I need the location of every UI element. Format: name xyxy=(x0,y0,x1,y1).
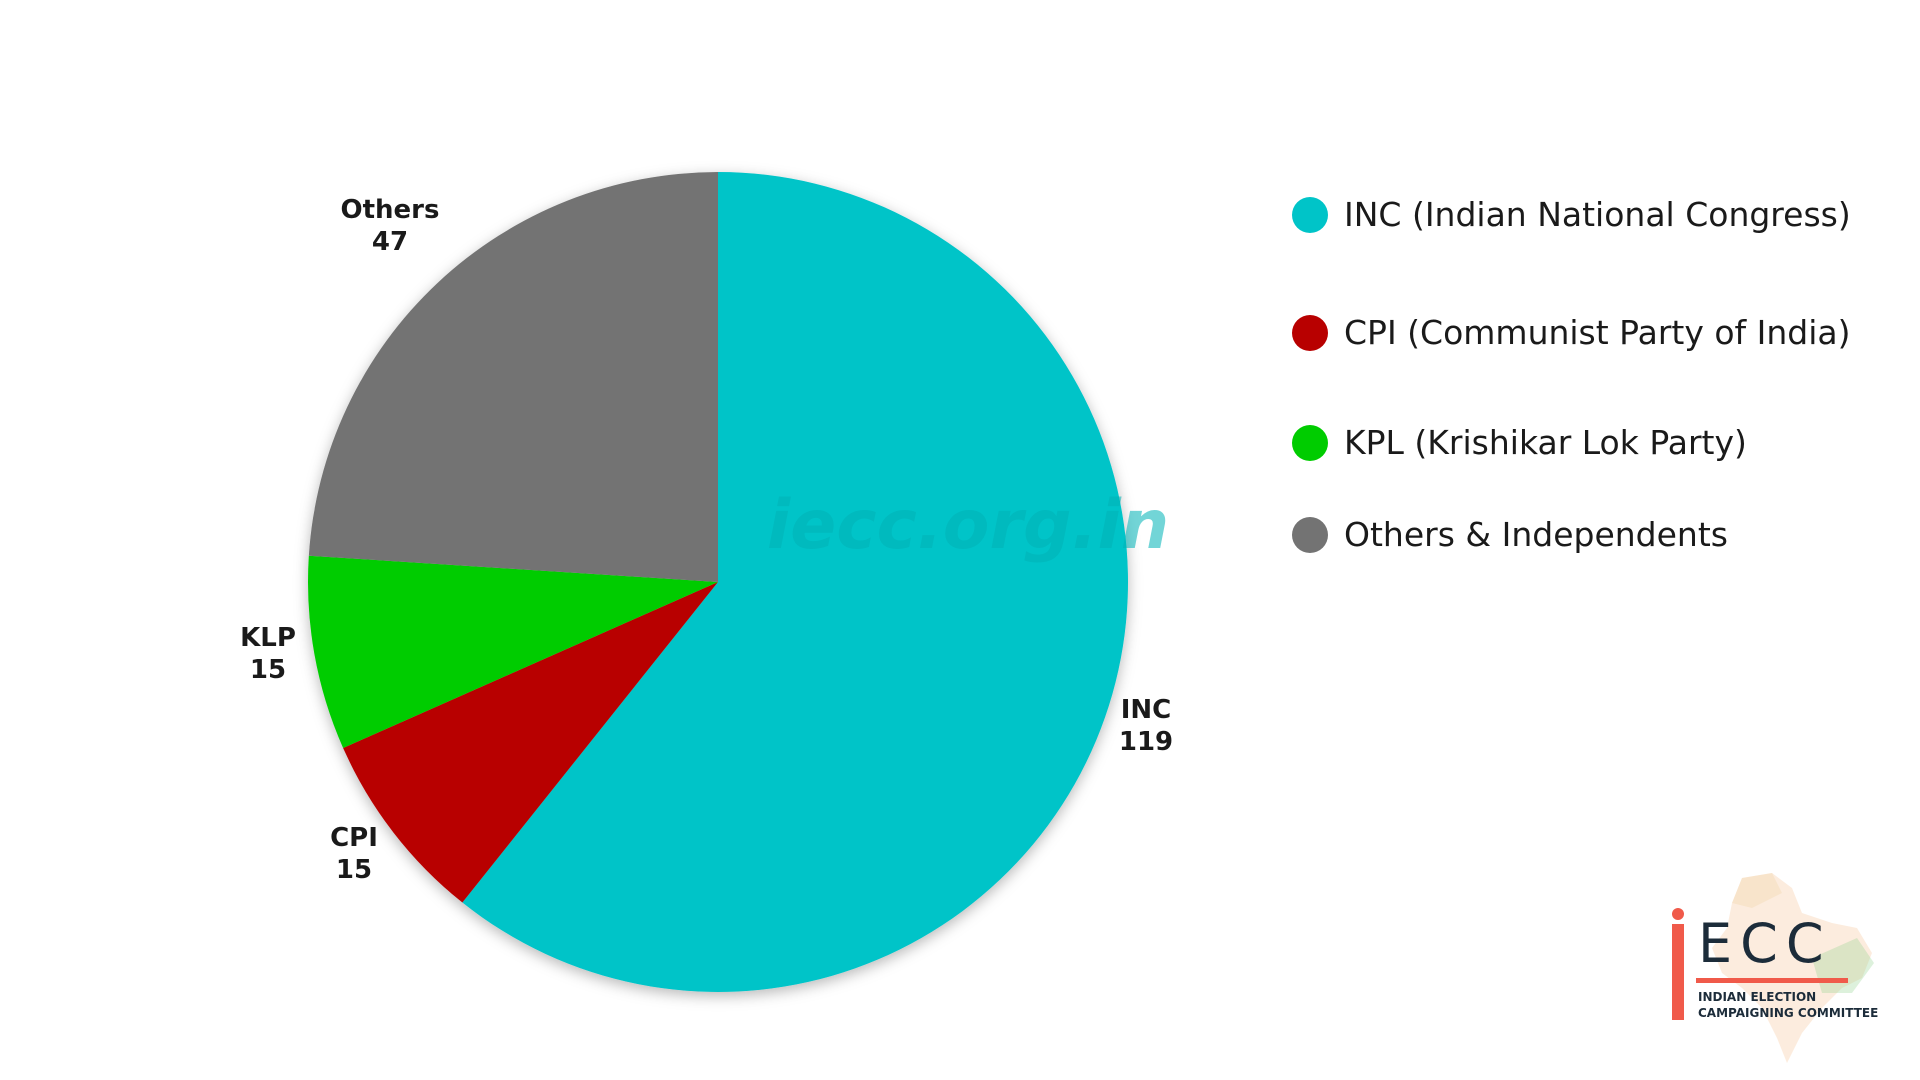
logo-line-1: INDIAN ELECTION xyxy=(1698,990,1817,1004)
legend-item-inc: INC (Indian National Congress) xyxy=(1292,195,1851,234)
slice-value-inc: 119 xyxy=(1119,727,1173,757)
slice-label-others: Others xyxy=(341,195,440,225)
pie-slice-inc xyxy=(462,172,1129,993)
logo-i-dot xyxy=(1672,908,1684,920)
slice-value-klp: 15 xyxy=(250,655,286,685)
watermark: iecc.org.in xyxy=(767,486,1169,565)
slice-label-inc: INC xyxy=(1121,695,1172,725)
pie-slice-others xyxy=(308,172,718,582)
legend-swatch-inc xyxy=(1292,196,1328,233)
legend-swatch-others xyxy=(1292,516,1328,553)
logo-i-bar xyxy=(1672,924,1684,1020)
legend-label-kpl: KPL (Krishikar Lok Party) xyxy=(1344,423,1747,462)
pie-slice-cpi xyxy=(343,582,718,903)
slice-label-klp: KLP xyxy=(240,623,296,653)
legend-label-inc: INC (Indian National Congress) xyxy=(1344,195,1851,234)
iecc-logo: ECC INDIAN ELECTION CAMPAIGNING COMMITTE… xyxy=(1672,868,1892,1068)
logo-line-2: CAMPAIGNING COMMITTEE xyxy=(1698,1006,1879,1020)
pie-slices xyxy=(307,172,1129,993)
pie-slice-klp xyxy=(307,555,718,748)
logo-letters: ECC xyxy=(1698,912,1832,975)
legend-item-kpl: KPL (Krishikar Lok Party) xyxy=(1292,423,1747,462)
logo-underline xyxy=(1696,978,1848,983)
legend-swatch-kpl xyxy=(1292,424,1328,461)
india-map-watermark-icon xyxy=(1712,873,1874,1063)
slice-label-cpi: CPI xyxy=(330,823,378,853)
legend-item-others: Others & Independents xyxy=(1292,515,1728,554)
slice-value-cpi: 15 xyxy=(336,855,372,885)
legend-label-others: Others & Independents xyxy=(1344,515,1728,554)
legend-item-cpi: CPI (Communist Party of India) xyxy=(1292,313,1851,352)
legend-swatch-cpi xyxy=(1292,314,1328,351)
legend-label-cpi: CPI (Communist Party of India) xyxy=(1344,313,1851,352)
slice-value-others: 47 xyxy=(372,227,408,257)
